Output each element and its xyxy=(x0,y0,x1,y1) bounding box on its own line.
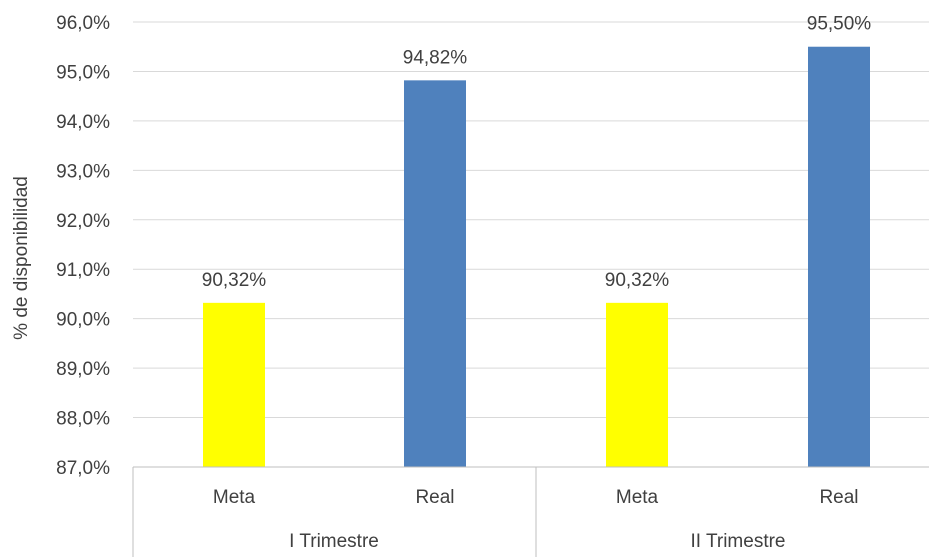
data-label: 90,32% xyxy=(202,270,267,291)
y-tick-label: 92,0% xyxy=(56,211,110,232)
bar-real xyxy=(404,80,466,467)
x-category-label: Meta xyxy=(616,487,659,508)
x-category-label: Meta xyxy=(213,487,256,508)
data-label: 95,50% xyxy=(807,14,872,35)
y-axis-label: % de disponibilidad xyxy=(11,176,32,340)
x-category-label: Real xyxy=(819,487,858,508)
y-tick-label: 93,0% xyxy=(56,161,110,182)
data-label: 90,32% xyxy=(605,270,670,291)
bar-meta xyxy=(203,302,265,467)
x-group-label: I Trimestre xyxy=(289,531,379,552)
y-tick-label: 90,0% xyxy=(56,310,110,331)
x-category-label: Real xyxy=(415,487,454,508)
bar-meta xyxy=(606,302,668,467)
y-tick-label: 96,0% xyxy=(56,13,110,34)
data-label: 94,82% xyxy=(403,47,468,68)
data-labels: 90,32% 94,82% 90,32% 95,50% xyxy=(202,14,872,291)
y-tick-label: 89,0% xyxy=(56,359,110,380)
y-tick-label: 91,0% xyxy=(56,260,110,281)
bars xyxy=(203,46,870,467)
x-group-label: II Trimestre xyxy=(690,531,785,552)
y-tick-label: 88,0% xyxy=(56,409,110,430)
y-tick-label: 87,0% xyxy=(56,458,110,479)
y-tick-label: 95,0% xyxy=(56,62,110,83)
y-axis-tick-labels: 87,0% 88,0% 89,0% 90,0% 91,0% 92,0% 93,0% 94,0%… xyxy=(56,13,110,479)
bar-real xyxy=(808,46,870,467)
gridlines xyxy=(133,21,929,419)
y-tick-label: 94,0% xyxy=(56,112,110,133)
x-axis: Meta Real Meta Real I Trimestre II Trimestre xyxy=(132,466,929,557)
